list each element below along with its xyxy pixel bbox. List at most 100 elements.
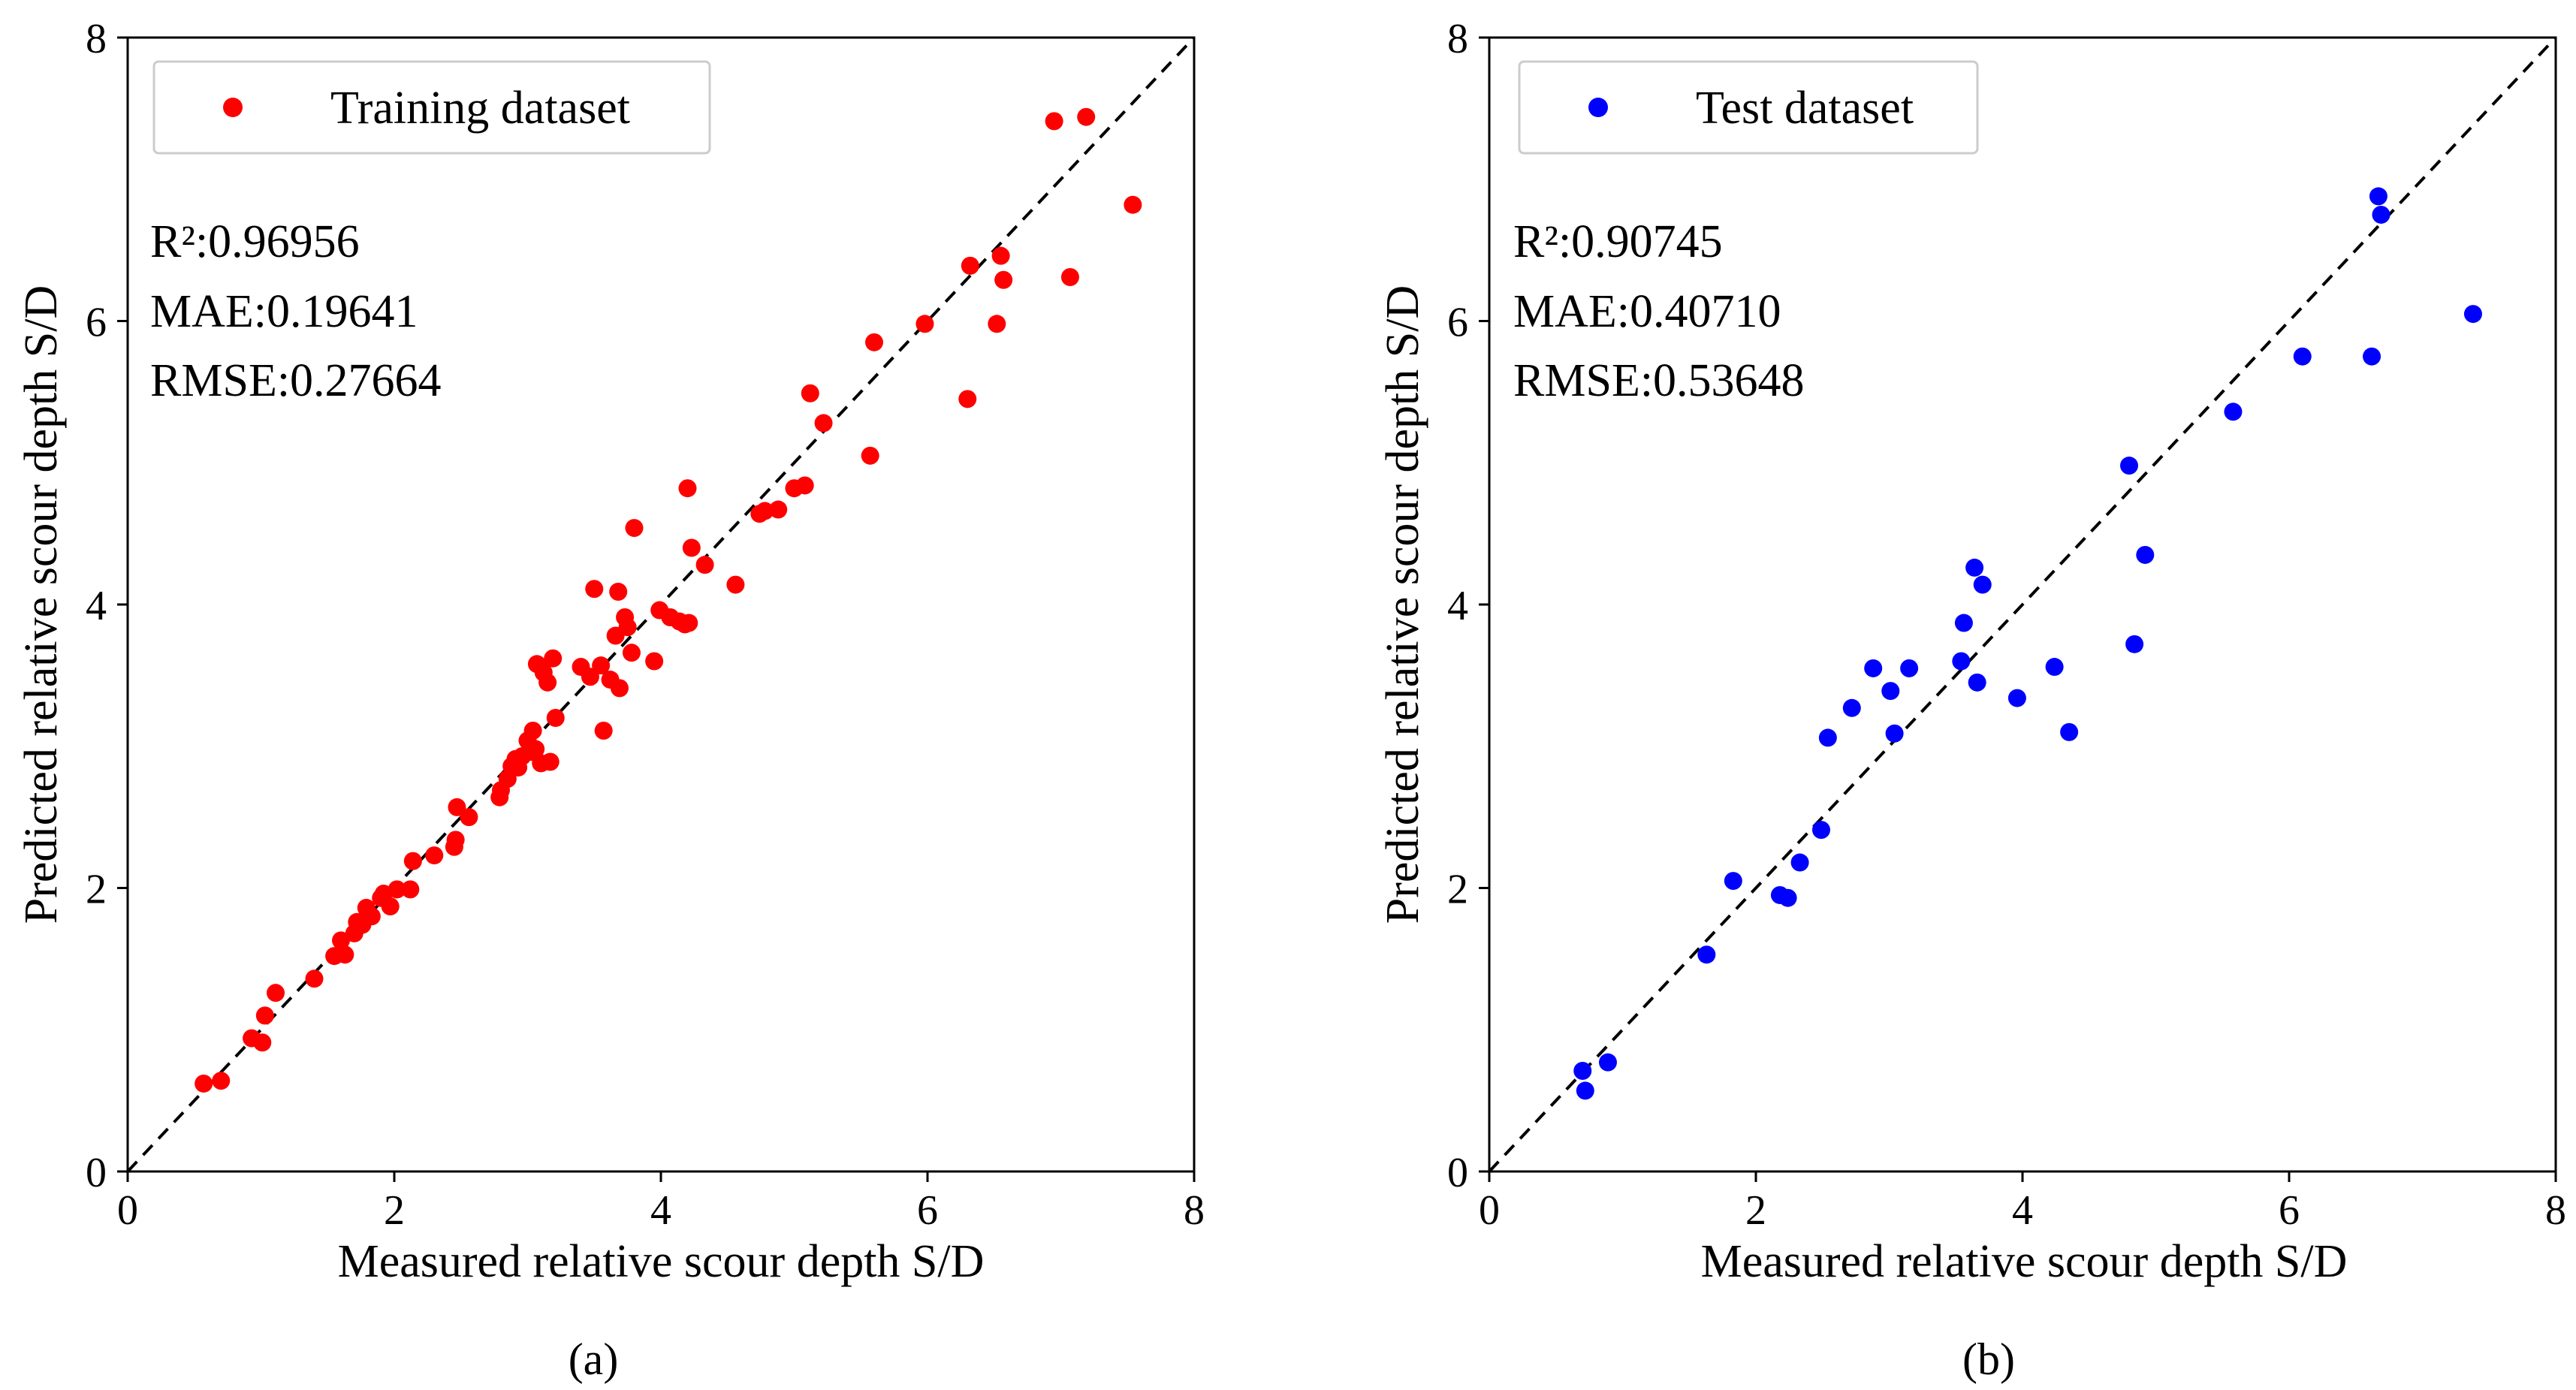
data-point xyxy=(756,502,774,520)
data-points xyxy=(1573,187,2482,1100)
legend-marker xyxy=(223,98,243,117)
data-point xyxy=(592,656,611,675)
data-point xyxy=(1818,728,1837,747)
data-point xyxy=(332,931,350,950)
data-point xyxy=(2293,347,2312,366)
data-point xyxy=(795,476,814,495)
data-point xyxy=(1864,659,1883,677)
data-point xyxy=(541,752,560,771)
legend: Test dataset xyxy=(1518,60,1979,155)
data-point xyxy=(1598,1053,1617,1072)
data-point xyxy=(1968,673,1986,692)
y-axis-ticks: 0 2 4 6 8 xyxy=(86,16,128,1196)
data-point xyxy=(678,479,697,498)
y-axis-label: Predicted relative scour depth S/D xyxy=(1377,285,1428,924)
x-tick-label: 4 xyxy=(650,1187,671,1234)
data-point xyxy=(2369,187,2387,206)
x-tick-label: 0 xyxy=(1479,1187,1500,1234)
data-point xyxy=(1790,853,1809,872)
data-point xyxy=(610,679,629,698)
data-point xyxy=(726,575,745,594)
data-point xyxy=(682,538,701,557)
panel-label: (b) xyxy=(1962,1334,2015,1384)
data-point xyxy=(1952,652,1971,671)
data-point xyxy=(2125,635,2144,653)
data-point xyxy=(1965,558,1984,577)
data-point xyxy=(645,652,664,671)
data-point xyxy=(680,614,698,632)
data-point xyxy=(195,1074,213,1093)
data-point xyxy=(1811,821,1830,840)
data-point xyxy=(915,315,934,333)
legend-marker xyxy=(1588,98,1608,117)
data-point xyxy=(2120,457,2138,475)
y-tick-label: 2 xyxy=(1447,867,1468,913)
x-tick-label: 2 xyxy=(1745,1187,1766,1234)
data-point xyxy=(2463,305,2482,324)
data-point xyxy=(1885,724,1904,743)
data-point xyxy=(362,907,381,926)
data-point xyxy=(581,668,599,686)
metric-r2: R²:0.96956 xyxy=(150,216,360,267)
data-point xyxy=(1881,682,1900,701)
metrics: R²:0.96956 MAE:0.19641 RMSE:0.27664 xyxy=(150,216,442,406)
data-point xyxy=(267,984,285,1003)
data-point xyxy=(1124,195,1142,214)
x-tick-label: 0 xyxy=(117,1187,138,1234)
x-tick-label: 4 xyxy=(2012,1187,2033,1234)
y-axis-label: Predicted relative scour depth S/D xyxy=(16,285,67,924)
y-tick-label: 8 xyxy=(86,16,107,62)
x-tick-label: 2 xyxy=(384,1187,405,1234)
data-point xyxy=(546,709,565,727)
panel-b: 0 2 4 6 8 0 2 4 6 8 Test dataset R²:0.90745 MAE:… xyxy=(1377,16,2566,1384)
x-tick-label: 6 xyxy=(2279,1187,2300,1234)
data-point xyxy=(448,798,466,816)
data-point xyxy=(594,721,613,740)
data-point xyxy=(305,969,324,988)
data-point xyxy=(1900,659,1919,677)
data-point xyxy=(618,618,637,637)
panel-label: (a) xyxy=(569,1334,619,1384)
data-point xyxy=(2363,347,2381,366)
data-point xyxy=(625,519,644,538)
data-point xyxy=(523,721,542,740)
data-point xyxy=(801,384,819,403)
legend: Training dataset xyxy=(152,60,711,155)
data-point xyxy=(695,556,714,574)
data-point xyxy=(622,644,641,662)
data-point xyxy=(460,808,478,827)
y-tick-label: 0 xyxy=(86,1150,107,1196)
data-point xyxy=(991,246,1010,265)
data-point xyxy=(1778,888,1797,907)
data-point xyxy=(865,333,883,351)
metric-mae: MAE:0.19641 xyxy=(150,286,418,337)
legend-box xyxy=(152,60,711,155)
data-point xyxy=(1724,872,1742,891)
data-point xyxy=(401,880,420,899)
legend-label: Training dataset xyxy=(330,83,630,134)
data-point xyxy=(988,315,1006,333)
data-point xyxy=(526,740,545,758)
x-axis-ticks: 0 2 4 6 8 xyxy=(117,1171,1205,1234)
data-point xyxy=(994,270,1013,289)
data-point xyxy=(2045,658,2064,677)
y-tick-label: 8 xyxy=(1447,16,1468,62)
data-point xyxy=(2372,205,2390,224)
data-point xyxy=(1573,1061,1592,1080)
x-tick-label: 8 xyxy=(2545,1187,2566,1234)
data-point xyxy=(212,1072,231,1090)
data-point xyxy=(769,500,788,519)
data-point xyxy=(403,852,422,870)
data-point xyxy=(1077,107,1096,126)
metric-r2: R²:0.90745 xyxy=(1513,216,1723,267)
data-point xyxy=(814,414,833,433)
y-axis-ticks: 0 2 4 6 8 xyxy=(1447,16,1489,1196)
legend-label: Test dataset xyxy=(1696,83,1914,134)
data-point xyxy=(2007,689,2026,707)
metrics: R²:0.90745 MAE:0.40710 RMSE:0.53648 xyxy=(1513,216,1805,406)
data-point xyxy=(1576,1081,1594,1100)
metric-rmse: RMSE:0.53648 xyxy=(1513,355,1805,406)
data-point xyxy=(609,583,628,602)
data-point xyxy=(1045,112,1063,131)
